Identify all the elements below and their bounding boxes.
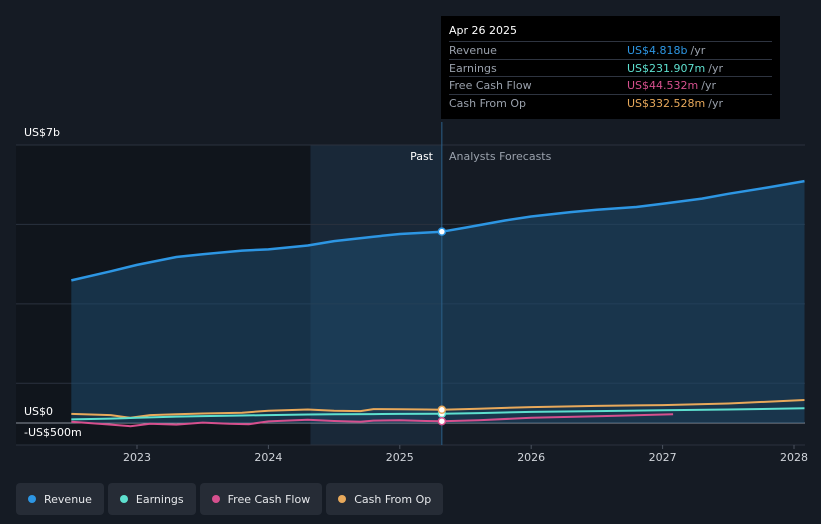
x-tick-label: 2028 xyxy=(780,451,808,464)
tooltip-row-earnings: Earnings US$231.907m /yr xyxy=(449,58,772,77)
legend-label: Revenue xyxy=(44,492,92,506)
tooltip-value: US$4.818b xyxy=(627,44,688,57)
tooltip-unit: /yr xyxy=(690,44,706,57)
x-tick-label: 2023 xyxy=(123,451,151,464)
x-axis-ticks: 2023 2024 2025 2026 2027 2028 xyxy=(123,445,808,464)
series-line-cash-from-op xyxy=(71,399,805,419)
legend-dot-icon xyxy=(338,495,347,503)
marker-cash-from-op xyxy=(437,405,447,415)
chart-legend: Revenue Earnings Free Cash Flow Cash Fro… xyxy=(16,483,444,515)
tooltip-label: Cash From Op xyxy=(449,96,527,110)
tooltip-row-free-cash-flow: Free Cash Flow US$44.532m /yr xyxy=(449,76,772,94)
tooltip-label: Revenue xyxy=(449,44,497,57)
past-label: Past xyxy=(410,150,434,163)
legend-dot-icon xyxy=(211,495,220,503)
series-line-free-cash-flow xyxy=(71,413,674,428)
tooltip-row-revenue: Revenue US$4.818b /yr xyxy=(449,41,772,59)
x-tick-label: 2025 xyxy=(386,451,414,464)
tooltip-value: US$44.532m xyxy=(627,79,699,92)
legend-dot-icon xyxy=(28,495,36,503)
tooltip-label: Free Cash Flow xyxy=(449,79,532,92)
legend-item-free-cash-flow[interactable]: Free Cash Flow xyxy=(199,483,323,515)
tooltip-unit: /yr xyxy=(708,96,723,110)
tooltip-label: Earnings xyxy=(449,61,497,75)
forecast-label: Analysts Forecasts xyxy=(449,150,552,163)
y-axis-label-zero: US$0 xyxy=(24,405,53,418)
current-point-markers xyxy=(437,227,447,426)
y-axis-label-top: US$7b xyxy=(24,126,60,139)
tooltip-value: US$332.528m xyxy=(627,96,706,110)
legend-item-earnings[interactable]: Earnings xyxy=(107,483,196,515)
data-tooltip: Apr 26 2025 Revenue US$4.818b /yr Earnin… xyxy=(441,16,780,119)
x-tick-label: 2027 xyxy=(649,451,677,464)
legend-dot-icon xyxy=(119,495,128,503)
marker-revenue xyxy=(437,227,447,236)
tooltip-date: Apr 26 2025 xyxy=(449,24,518,37)
marker-free-cash-flow xyxy=(437,416,447,426)
x-tick-label: 2026 xyxy=(517,451,545,464)
legend-item-cash-from-op[interactable]: Cash From Op xyxy=(326,483,444,515)
legend-item-revenue[interactable]: Revenue xyxy=(16,483,104,515)
tooltip-value: US$231.907m xyxy=(627,61,706,75)
series-line-earnings xyxy=(71,407,805,421)
tooltip-unit: /yr xyxy=(701,79,716,92)
legend-label: Earnings xyxy=(135,492,184,506)
revenue-area-fill xyxy=(71,181,805,423)
legend-label: Free Cash Flow xyxy=(227,492,311,506)
y-axis-label-negative: -US$500m xyxy=(24,426,82,439)
legend-label: Cash From Op xyxy=(354,492,432,506)
x-tick-label: 2024 xyxy=(254,451,282,464)
tooltip-row-cash-from-op: Cash From Op US$332.528m /yr xyxy=(449,93,772,112)
tooltip-unit: /yr xyxy=(708,61,723,75)
